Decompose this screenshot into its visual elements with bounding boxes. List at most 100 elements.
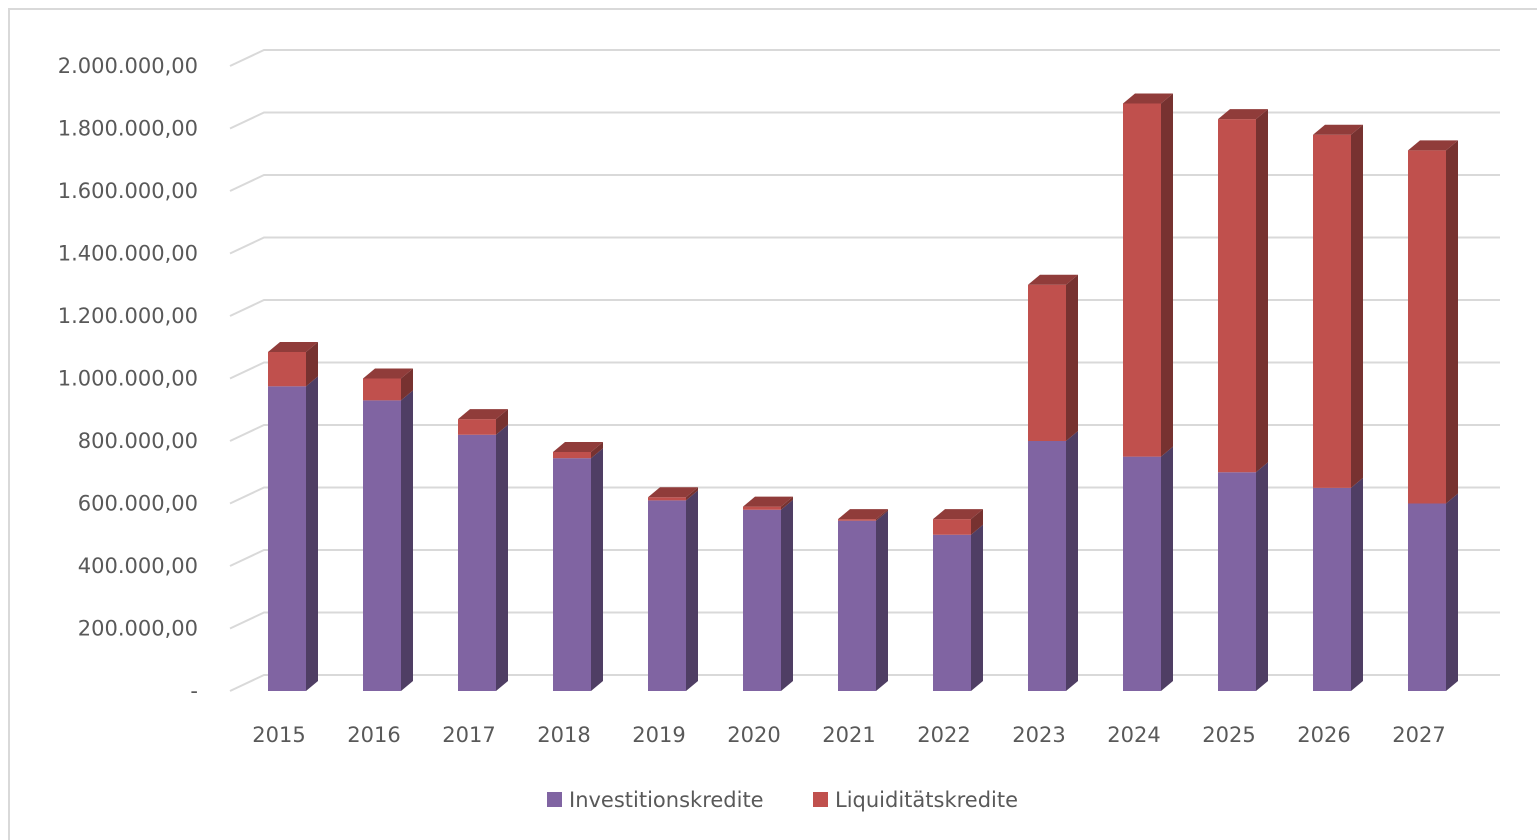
- bar-group-2022: [933, 509, 983, 691]
- gridline: [229, 299, 1500, 317]
- bar-liquiditaetskredite-2023: [1028, 284, 1066, 441]
- bar-side-liquiditaetskredite-2019: [686, 487, 698, 501]
- bar-side-liquiditaetskredite-2024: [1161, 93, 1173, 457]
- bar-side-liquiditaetskredite-2016: [401, 368, 413, 401]
- x-tick-label: 2016: [347, 723, 400, 747]
- y-tick-label: 1.800.000,00: [58, 117, 198, 141]
- x-tick-label: 2022: [917, 723, 970, 747]
- bar-investitionskredite-2015: [268, 386, 306, 691]
- bar-side-liquiditaetskredite-2021: [876, 509, 888, 521]
- bar-group-2021: [838, 509, 888, 691]
- bar-group-2017: [458, 409, 508, 691]
- y-tick-label: 1.200.000,00: [58, 304, 198, 328]
- gridline: [229, 361, 1500, 380]
- bars: [268, 93, 1458, 691]
- bar-top-2024: [1123, 93, 1173, 104]
- bar-liquiditaetskredite-2018: [553, 451, 591, 459]
- bar-group-2018: [553, 441, 603, 691]
- x-axis-ticks: 2015 2016 2017 2018 2019 2020 2021 2022 2023 2024…: [252, 723, 1445, 747]
- bar-investitionskredite-2027: [1408, 503, 1446, 691]
- bar-investitionskredite-2023: [1028, 441, 1066, 691]
- legend-label: Liquiditätskredite: [835, 788, 1018, 812]
- bar-top-2015: [268, 341, 318, 352]
- legend-swatch: [547, 792, 562, 807]
- bar-group-2019: [648, 487, 698, 691]
- bar-investitionskredite-2025: [1218, 472, 1256, 691]
- bar-investitionskredite-2024: [1123, 456, 1161, 691]
- bar-side-investitionskredite-2027: [1446, 493, 1458, 691]
- bar-investitionskredite-2022: [933, 534, 971, 691]
- bar-top-2019: [648, 487, 698, 498]
- bar-side-liquiditaetskredite-2018: [591, 441, 603, 459]
- bar-side-investitionskredite-2017: [496, 424, 508, 691]
- y-tick-label: 800.000,00: [78, 429, 198, 453]
- legend: Investitionskredite Liquiditätskredite: [547, 788, 1018, 812]
- gridline: [229, 111, 1500, 130]
- bar-group-2020: [743, 496, 793, 691]
- bar-side-liquiditaetskredite-2022: [971, 509, 983, 535]
- bar-side-investitionskredite-2015: [306, 376, 318, 691]
- bar-top-2026: [1313, 124, 1363, 135]
- bar-side-liquiditaetskredite-2017: [496, 409, 508, 435]
- gridline: [229, 174, 1500, 192]
- bar-side-investitionskredite-2020: [781, 499, 793, 691]
- bar-side-investitionskredite-2018: [591, 448, 603, 691]
- y-tick-label: 2.000.000,00: [58, 54, 198, 78]
- bar-liquiditaetskredite-2016: [363, 378, 401, 401]
- bar-liquiditaetskredite-2027: [1408, 150, 1446, 504]
- bar-liquiditaetskredite-2026: [1313, 134, 1351, 488]
- bar-group-2015: [268, 341, 318, 691]
- bar-investitionskredite-2019: [648, 500, 686, 691]
- bar-side-liquiditaetskredite-2026: [1351, 124, 1363, 488]
- bar-group-2026: [1313, 124, 1363, 691]
- bar-top-2018: [553, 441, 603, 452]
- bar-liquiditaetskredite-2022: [933, 519, 971, 535]
- bar-group-2016: [363, 368, 413, 691]
- x-tick-label: 2023: [1012, 723, 1065, 747]
- y-tick-label: 1.000.000,00: [58, 367, 198, 391]
- bar-side-investitionskredite-2019: [686, 490, 698, 691]
- x-tick-label: 2026: [1297, 723, 1350, 747]
- bar-side-investitionskredite-2016: [401, 390, 413, 691]
- bar-side-liquiditaetskredite-2027: [1446, 140, 1458, 504]
- y-tick-label: 1.400.000,00: [58, 242, 198, 266]
- x-tick-label: 2017: [442, 723, 495, 747]
- bar-liquiditaetskredite-2020: [743, 506, 781, 510]
- bar-top-2021: [838, 509, 888, 520]
- x-tick-label: 2018: [537, 723, 590, 747]
- legend-label: Investitionskredite: [569, 788, 764, 812]
- gridline: [229, 236, 1500, 255]
- bar-investitionskredite-2017: [458, 434, 496, 691]
- y-tick-label: 200.000,00: [78, 617, 198, 641]
- bar-side-investitionskredite-2026: [1351, 477, 1363, 691]
- bar-side-investitionskredite-2024: [1161, 446, 1173, 691]
- bar-group-2023: [1028, 274, 1078, 691]
- bar-liquiditaetskredite-2015: [268, 351, 306, 387]
- x-tick-label: 2024: [1107, 723, 1160, 747]
- bar-investitionskredite-2016: [363, 400, 401, 691]
- bar-top-2016: [363, 368, 413, 379]
- bar-top-2027: [1408, 140, 1458, 151]
- bar-top-2020: [743, 496, 793, 507]
- gridline: [229, 674, 1500, 692]
- bar-side-investitionskredite-2023: [1066, 431, 1078, 691]
- bar-group-2025: [1218, 109, 1268, 691]
- bar-side-liquiditaetskredite-2020: [781, 496, 793, 510]
- bar-liquiditaetskredite-2024: [1123, 103, 1161, 457]
- x-tick-label: 2020: [727, 723, 780, 747]
- gridline: [229, 549, 1500, 567]
- bar-top-2023: [1028, 274, 1078, 285]
- x-tick-label: 2015: [252, 723, 305, 747]
- bar-liquiditaetskredite-2019: [648, 497, 686, 501]
- x-tick-label: 2019: [632, 723, 685, 747]
- bar-group-2024: [1123, 93, 1173, 691]
- bar-top-2025: [1218, 109, 1268, 120]
- bar-group-2027: [1408, 140, 1458, 691]
- gridline: [229, 486, 1500, 505]
- gridlines: [229, 49, 1500, 692]
- bar-side-liquiditaetskredite-2025: [1256, 109, 1268, 473]
- bar-investitionskredite-2021: [838, 520, 876, 691]
- bar-side-investitionskredite-2021: [876, 510, 888, 691]
- x-tick-label: 2027: [1392, 723, 1445, 747]
